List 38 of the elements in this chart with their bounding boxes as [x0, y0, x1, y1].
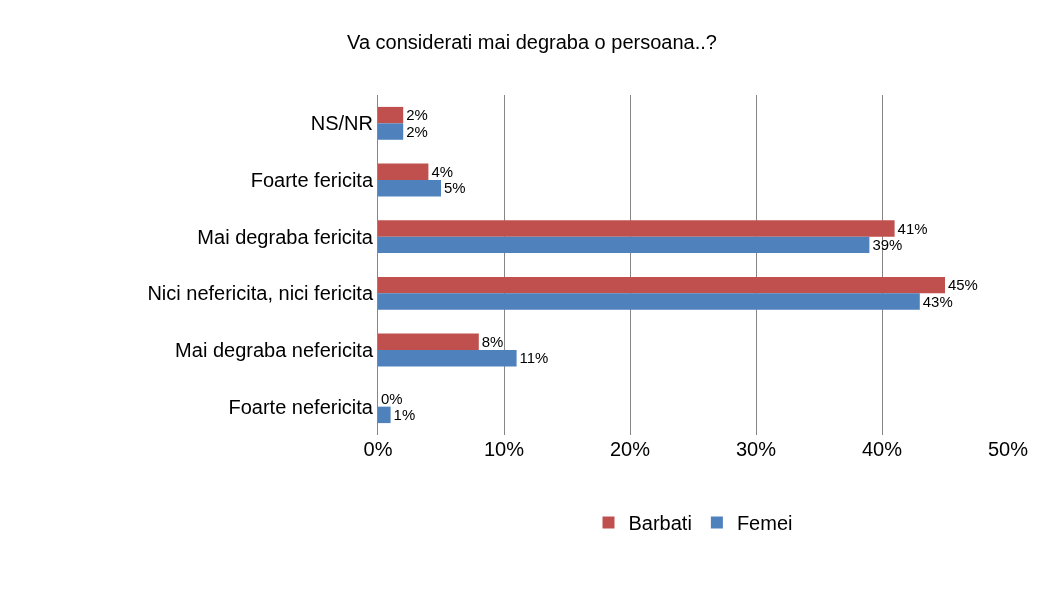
data-label: 2%: [406, 122, 428, 140]
bar: [378, 406, 391, 424]
y-tick-label: Mai degraba fericita: [197, 225, 374, 248]
legend-label: Barbati: [628, 512, 692, 535]
x-tick-label: 40%: [861, 438, 903, 460]
data-label: 39%: [872, 236, 903, 254]
bar: [378, 123, 404, 140]
x-tick-label: 50%: [987, 438, 1029, 460]
bar: [378, 350, 517, 367]
x-tick-label: 30%: [735, 438, 777, 460]
x-tick-label: 20%: [609, 438, 651, 460]
bar: [378, 180, 441, 197]
data-label: 43%: [922, 292, 953, 310]
data-label: 41%: [897, 219, 928, 237]
bar: [378, 106, 404, 124]
data-label: 2%: [406, 106, 428, 124]
bar: [378, 293, 920, 310]
y-tick-label: Mai degraba nefericita: [175, 339, 374, 361]
legend-label: Femei: [736, 512, 793, 535]
data-label: 1%: [393, 406, 416, 424]
data-label: 11%: [519, 349, 549, 367]
bar: [378, 236, 870, 254]
bar: [378, 276, 945, 294]
bar: [378, 333, 479, 350]
data-label: 45%: [948, 276, 978, 294]
x-tick-label: 0%: [363, 438, 393, 460]
bar: [378, 220, 895, 237]
data-label: 8%: [481, 333, 504, 351]
data-label: 4%: [431, 163, 453, 181]
y-tick-label: Foarte fericita: [250, 169, 374, 191]
y-tick-label: NS/NR: [310, 112, 373, 135]
bar: [378, 163, 429, 180]
data-label: 5%: [444, 179, 466, 197]
chart-title: Va considerati mai degraba o persoana..?: [347, 30, 717, 53]
data-label: 0%: [381, 389, 403, 407]
y-tick-label: Foarte nefericita: [228, 395, 374, 418]
y-tick-label: Nici nefericita, nici fericita: [147, 282, 374, 305]
x-tick-label: 10%: [483, 438, 525, 460]
